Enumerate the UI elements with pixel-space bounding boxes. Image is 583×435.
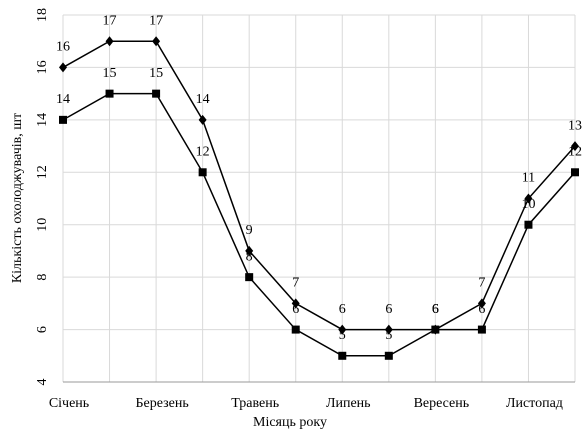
data-label: 12: [568, 145, 582, 160]
data-label: 17: [103, 13, 117, 28]
point: [245, 245, 254, 256]
data-label: 9: [246, 223, 253, 238]
point: [152, 36, 161, 47]
point: [59, 115, 67, 124]
x-tick-label: Травень: [231, 396, 279, 411]
point: [524, 193, 533, 204]
data-label: 6: [292, 302, 299, 317]
point: [291, 325, 300, 334]
point: [338, 351, 347, 360]
x-axis-label: Місяць року: [253, 415, 327, 430]
data-label: 8: [246, 249, 253, 264]
y-tick-label: 10: [35, 218, 50, 232]
x-tick-label: Березень: [135, 396, 188, 411]
point: [338, 324, 347, 335]
y-tick-label: 4: [35, 379, 50, 386]
data-label: 6: [385, 302, 392, 317]
data-label: 16: [56, 40, 70, 55]
data-label: 10: [521, 197, 535, 212]
data-label: 15: [149, 66, 163, 81]
x-tick-label: Липень: [326, 396, 371, 411]
y-tick-label: 18: [35, 8, 50, 22]
series-line: [62, 40, 576, 331]
data-label: 12: [196, 145, 210, 160]
data-label: 5: [339, 328, 346, 343]
data-label: 14: [196, 92, 210, 107]
data-label: 7: [478, 276, 485, 291]
data-label: 13: [568, 118, 582, 133]
point: [571, 168, 579, 177]
point: [384, 351, 393, 360]
point: [245, 273, 254, 282]
point: [431, 325, 440, 334]
data-label: 6: [432, 302, 439, 317]
data-label: 15: [103, 66, 117, 81]
point: [105, 36, 114, 47]
point: [152, 89, 161, 98]
point: [105, 89, 114, 98]
point: [198, 114, 207, 125]
data-label: 6: [478, 302, 485, 317]
y-tick-label: 14: [35, 113, 50, 127]
data-label: 11: [522, 171, 535, 186]
data-label: 6: [432, 302, 439, 317]
x-tick-label: Листопад: [506, 396, 563, 411]
point: [59, 62, 67, 73]
point: [571, 141, 579, 152]
data-label: 14: [56, 92, 70, 107]
data-label: 6: [339, 302, 346, 317]
y-tick-label: 8: [35, 274, 50, 281]
point: [477, 325, 486, 334]
point: [477, 298, 486, 309]
data-label: 5: [385, 328, 392, 343]
point: [291, 298, 300, 309]
point: [198, 168, 207, 177]
point: [384, 324, 393, 335]
x-tick-label: Січень: [49, 396, 89, 411]
y-tick-label: 16: [35, 60, 50, 74]
point: [524, 220, 533, 229]
data-label: 17: [149, 13, 163, 28]
x-tick-label: Вересень: [414, 396, 470, 411]
y-axis-label: Кількість охолоджувачів, шт: [10, 113, 25, 283]
y-tick-label: 12: [35, 165, 50, 179]
series-line: [62, 92, 576, 357]
y-tick-label: 6: [35, 326, 50, 333]
data-label: 7: [292, 276, 299, 291]
